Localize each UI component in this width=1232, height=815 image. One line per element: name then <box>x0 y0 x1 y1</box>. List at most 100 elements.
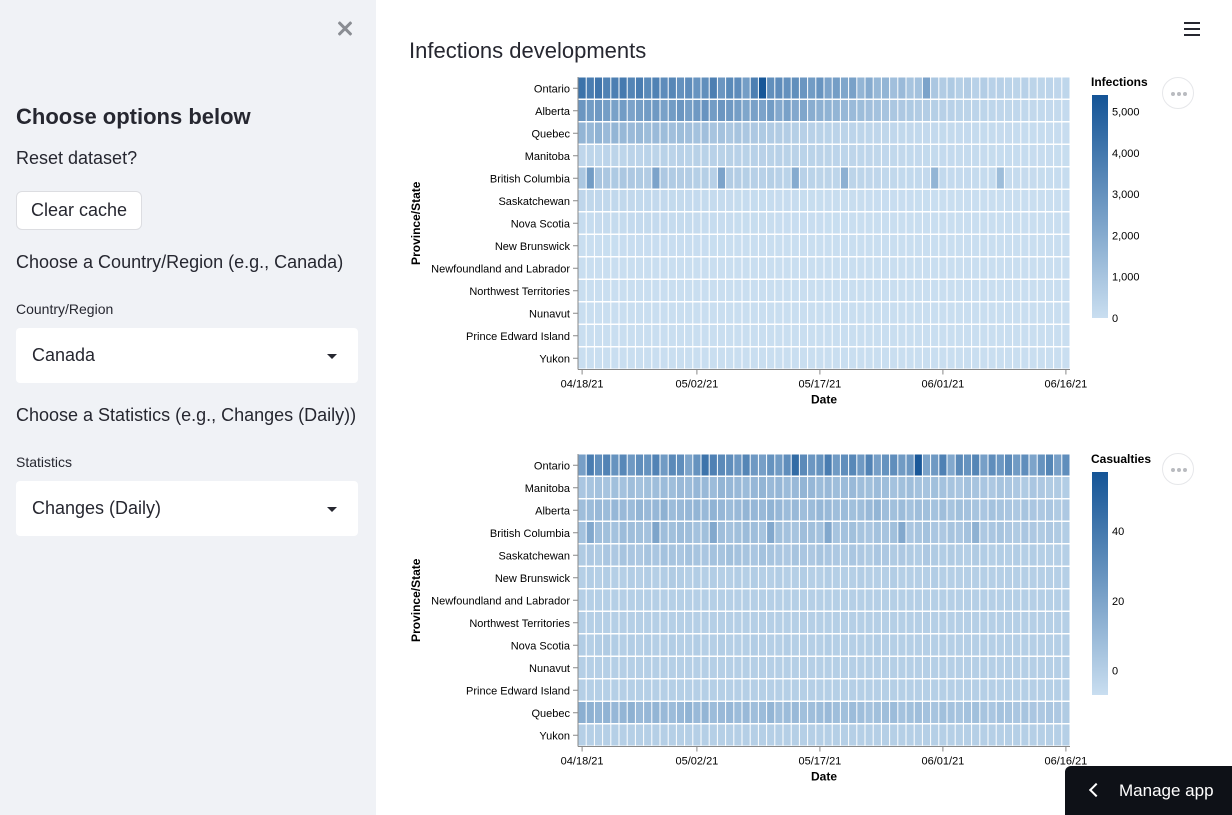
heatmap-cell <box>988 167 996 189</box>
heatmap-cell <box>906 235 914 256</box>
heatmap-cell <box>898 325 906 346</box>
heatmap-cell <box>873 190 881 211</box>
heatmap-cell <box>676 212 685 234</box>
heatmap-cell <box>635 145 644 166</box>
heatmap-cell <box>767 702 775 723</box>
heatmap-cell <box>922 257 931 279</box>
heatmap-cell <box>611 702 619 723</box>
clear-cache-button[interactable]: Clear cache <box>16 191 143 230</box>
heatmap-cell <box>849 657 857 678</box>
heatmap-cell <box>1021 657 1029 678</box>
heatmap-cell <box>799 325 808 346</box>
heatmap-cell <box>709 325 717 346</box>
heatmap-cell <box>603 634 611 656</box>
heatmap-cell <box>611 522 619 543</box>
heatmap-cell <box>611 77 619 99</box>
heatmap-cell <box>849 499 857 521</box>
heatmap-cell <box>767 477 775 498</box>
stats-select[interactable]: Changes (Daily) <box>16 481 358 536</box>
heatmap-cell <box>709 100 717 121</box>
heatmap-cell <box>972 589 980 611</box>
heatmap-cell <box>668 702 676 723</box>
heatmap-cell <box>799 679 808 701</box>
heatmap-cell <box>701 212 709 234</box>
heatmap-cell <box>906 122 914 144</box>
heatmap-cell <box>767 612 775 633</box>
close-icon[interactable] <box>334 18 356 40</box>
heatmap-cell <box>594 257 603 279</box>
heatmap-cell <box>1037 499 1045 521</box>
heatmap-cell <box>701 522 709 543</box>
heatmap-cell <box>594 77 603 99</box>
heatmap-cell <box>717 77 726 99</box>
heatmap-cell <box>627 280 635 301</box>
heatmap-cell <box>652 100 660 121</box>
heatmap-cell <box>873 167 881 189</box>
heatmap-cell <box>644 347 652 369</box>
heatmap-cell <box>980 702 988 723</box>
heatmap-cell <box>799 544 808 566</box>
country-select[interactable]: Canada <box>16 328 358 383</box>
heatmap-cell <box>1004 302 1013 324</box>
heatmap-cell <box>988 325 996 346</box>
heatmap-cell <box>750 235 758 256</box>
heatmap-cell <box>873 347 881 369</box>
heatmap-cell <box>996 212 1004 234</box>
heatmap-cell <box>972 634 980 656</box>
heatmap-cell <box>619 544 627 566</box>
x-tick-label: 05/02/21 <box>675 379 718 391</box>
manage-app-button[interactable]: Manage app <box>1065 766 1232 815</box>
heatmap-cell <box>758 212 767 234</box>
heatmap-cell <box>717 235 726 256</box>
heatmap-cell <box>578 702 586 723</box>
heatmap-cell <box>660 499 668 521</box>
heatmap-cell <box>603 145 611 166</box>
y-tick-label: Quebec <box>531 128 570 140</box>
heatmap-cell <box>857 100 865 121</box>
heatmap-cell <box>898 212 906 234</box>
heatmap-cell <box>980 122 988 144</box>
heatmap-cell <box>947 190 955 211</box>
heatmap-cell <box>783 724 791 746</box>
heatmap-cell <box>701 190 709 211</box>
more-options-icon[interactable] <box>1162 453 1194 485</box>
heatmap-cell <box>996 122 1004 144</box>
heatmap-cell <box>676 522 685 543</box>
heatmap-cell <box>1021 145 1029 166</box>
heatmap-cell <box>676 347 685 369</box>
heatmap-cell <box>709 477 717 498</box>
heatmap-cell <box>726 122 734 144</box>
more-options-icon[interactable] <box>1162 77 1194 109</box>
heatmap-cell <box>1037 657 1045 678</box>
y-tick-label: British Columbia <box>490 173 571 185</box>
heatmap-cell <box>808 589 816 611</box>
heatmap-cell <box>1037 257 1045 279</box>
hamburger-menu-icon[interactable] <box>1184 22 1200 36</box>
heatmap-cell <box>906 145 914 166</box>
heatmap-cell <box>955 100 963 121</box>
heatmap-cell <box>963 522 972 543</box>
heatmap-cell <box>709 567 717 588</box>
heatmap-cell <box>865 567 873 588</box>
heatmap-cell <box>709 612 717 633</box>
heatmap-cell <box>709 454 717 476</box>
heatmap-cell <box>840 679 849 701</box>
heatmap-cell <box>1021 280 1029 301</box>
heatmap-cell <box>644 122 652 144</box>
heatmap-cell <box>652 702 660 723</box>
heatmap-cell <box>693 145 701 166</box>
heatmap-cell <box>734 280 742 301</box>
heatmap-cell <box>890 257 898 279</box>
heatmap-cell <box>972 454 980 476</box>
heatmap-cell <box>717 347 726 369</box>
y-tick-label: Northwest Territories <box>469 618 570 630</box>
heatmap-cell <box>644 280 652 301</box>
heatmap-cell <box>594 679 603 701</box>
heatmap-cell <box>972 679 980 701</box>
heatmap-cell <box>832 477 840 498</box>
heatmap-cell <box>963 657 972 678</box>
heatmap-cell <box>767 657 775 678</box>
heatmap-cell <box>726 167 734 189</box>
heatmap-cell <box>644 235 652 256</box>
heatmap-cell <box>996 77 1004 99</box>
